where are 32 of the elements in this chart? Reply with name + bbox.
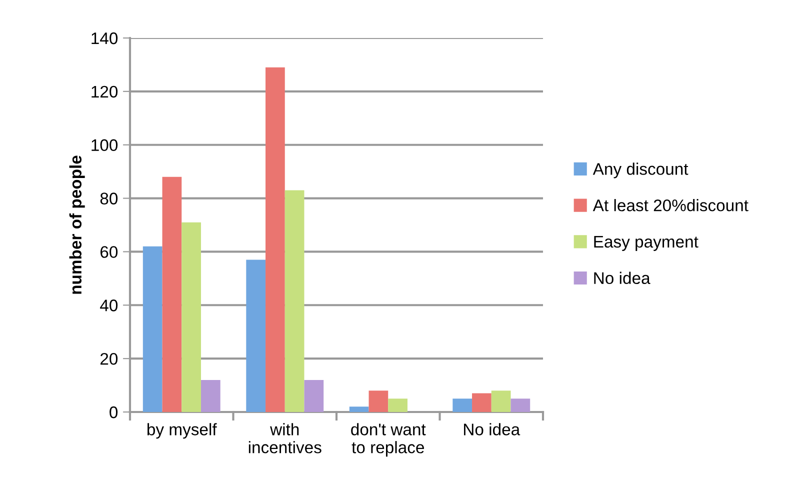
- bar: [388, 398, 408, 412]
- bar: [368, 390, 388, 412]
- bar: [304, 380, 324, 412]
- bar: [452, 398, 472, 412]
- bar: [246, 260, 266, 412]
- bar: [182, 222, 201, 412]
- legend-label: Easy payment: [594, 236, 698, 251]
- bar: [284, 190, 304, 412]
- y-tick-label: 40: [100, 300, 118, 312]
- bar: [162, 176, 182, 412]
- y-tick-label: 80: [100, 192, 118, 204]
- y-axis-title: number of people: [69, 156, 85, 294]
- y-tick-label: 120: [92, 86, 118, 98]
- x-tick-label: No idea: [464, 423, 520, 436]
- y-tick-label: 0: [110, 406, 118, 418]
- legend-label: Any discount: [592, 162, 688, 178]
- bar: [491, 390, 511, 412]
- bar: [472, 393, 492, 412]
- legend-label: No idea: [594, 272, 650, 284]
- y-tick-label: 20: [100, 352, 118, 365]
- bar: [200, 380, 220, 412]
- bar: [510, 398, 530, 412]
- bar: [349, 406, 369, 412]
- x-tick-label: with incentives: [248, 423, 322, 454]
- x-tick-label: don't want to replace: [351, 423, 426, 457]
- bar: [142, 246, 162, 412]
- y-tick-label: 140: [92, 32, 118, 44]
- y-tick-label: 60: [100, 246, 118, 258]
- legend-label: At least 20%discount: [592, 199, 748, 212]
- bar: [266, 67, 285, 412]
- y-tick-label: 100: [92, 139, 118, 152]
- x-tick-label: by myself: [148, 423, 217, 439]
